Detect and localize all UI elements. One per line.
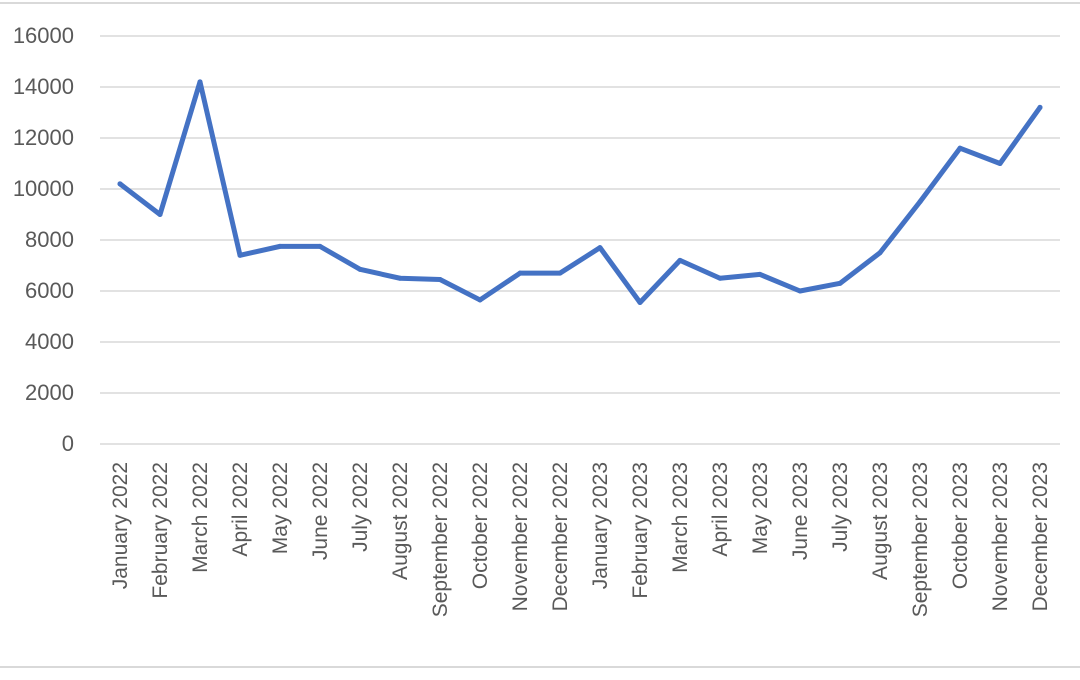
x-tick-label: May 2023 [749,462,772,554]
y-axis-tick-labels: 0 2000 4000 6000 8000 10000 12000 14000 16000 [13,23,74,456]
data-point [437,277,443,283]
data-point [117,181,123,187]
x-tick-label: March 2023 [669,462,692,573]
data-point [397,275,403,281]
x-tick-label: June 2023 [789,462,812,560]
x-tick-label: October 2022 [469,462,492,589]
gridlines [100,35,1060,445]
y-tick-label: 0 [62,431,74,456]
x-tick-label: April 2022 [229,462,252,557]
data-point [357,266,363,272]
series-line [117,79,1043,305]
series-layer [117,79,1043,305]
data-point [557,270,563,276]
x-tick-label: April 2023 [709,462,732,557]
x-tick-label: August 2022 [389,462,412,580]
data-point [677,257,683,263]
x-tick-label: July 2022 [349,462,372,552]
data-point [997,161,1003,166]
y-tick-label: 2000 [25,380,74,405]
y-tick-label: 10000 [13,176,74,201]
data-point [237,252,243,258]
x-axis-tick-labels: January 2022 February 2022 March 2022 April… [109,462,1052,617]
data-point [797,288,803,294]
x-tick-label: October 2023 [949,462,972,589]
y-tick-label: 16000 [13,23,74,48]
data-point [477,297,483,303]
data-point [877,250,883,256]
data-point [277,243,283,249]
data-point [757,271,763,277]
x-tick-label: July 2023 [829,462,852,552]
x-tick-label: January 2023 [589,462,612,589]
data-point [837,280,843,286]
y-tick-label: 14000 [13,74,74,99]
y-tick-label: 4000 [25,329,74,354]
x-tick-label: December 2022 [549,462,572,611]
data-point [317,243,323,249]
data-point [517,270,523,276]
x-tick-label: May 2022 [269,462,292,554]
y-tick-label: 8000 [25,227,74,252]
data-point [157,212,163,217]
x-tick-label: September 2023 [909,462,932,617]
x-tick-label: September 2022 [429,462,452,617]
x-tick-label: January 2022 [109,462,132,589]
data-point [717,275,723,281]
x-tick-label: June 2022 [309,462,332,560]
y-tick-label: 12000 [13,125,74,150]
data-point [1037,104,1043,110]
data-point [197,79,203,85]
x-tick-label: November 2022 [509,462,532,611]
x-tick-label: February 2022 [149,462,172,599]
y-tick-label: 6000 [25,278,74,303]
x-tick-label: March 2022 [189,462,212,573]
x-tick-label: November 2023 [989,462,1012,611]
data-point [917,199,923,205]
top-border [0,2,1080,4]
x-tick-label: December 2023 [1029,462,1052,611]
bottom-border [0,666,1080,668]
data-point [637,299,643,305]
data-point [597,245,603,251]
x-tick-label: February 2023 [629,462,652,599]
data-point [957,145,963,151]
x-tick-label: August 2023 [869,462,892,580]
